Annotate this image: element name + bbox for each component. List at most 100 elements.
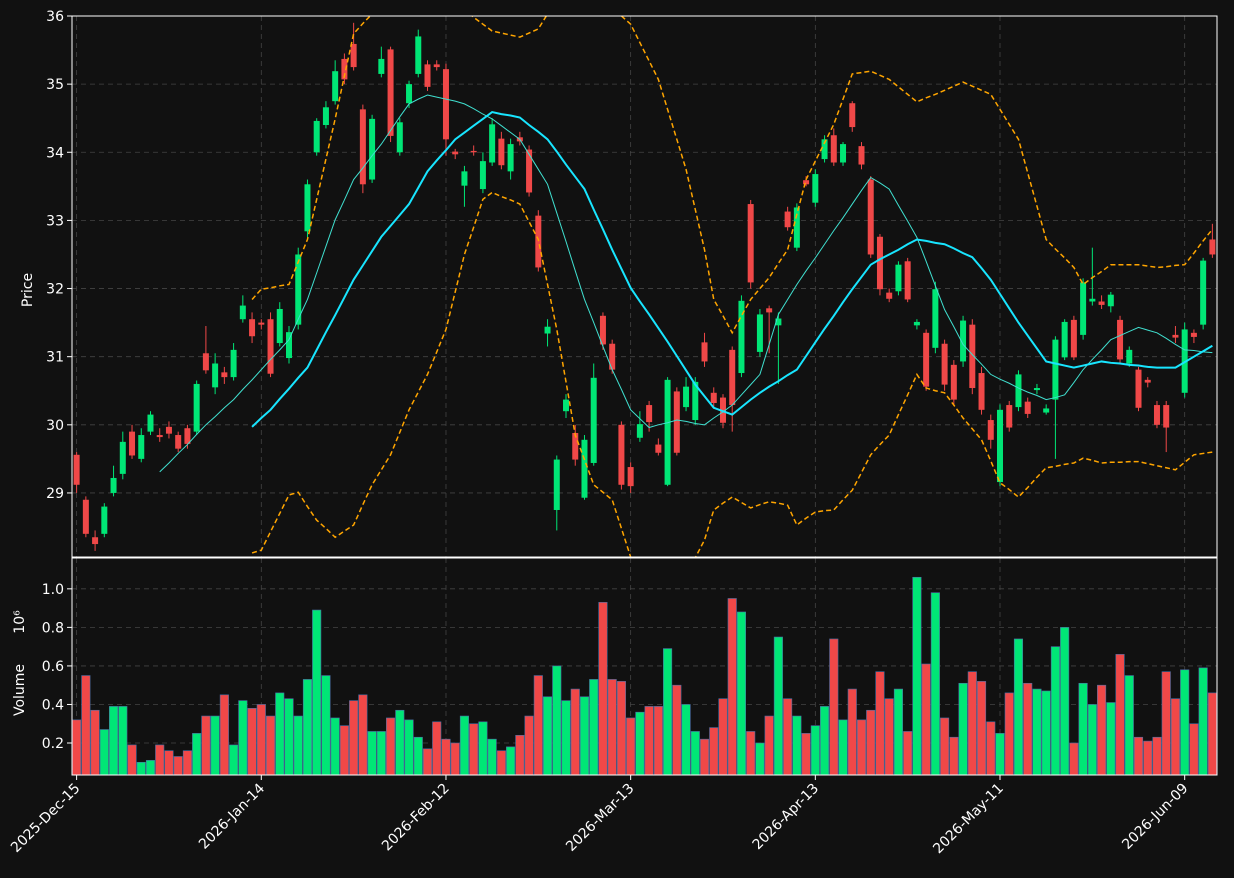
candle-body (138, 435, 145, 459)
volume-bar (1180, 669, 1190, 775)
candle-body (997, 409, 1004, 483)
candle-body (553, 459, 560, 510)
candle-body (313, 120, 320, 153)
volume-bar (709, 727, 719, 775)
y-tick-label: 36 (46, 9, 64, 25)
volume-bar (579, 696, 590, 775)
volume-bar (109, 706, 119, 775)
candle-body (92, 537, 99, 545)
candle-body (692, 381, 699, 421)
volume-bar (247, 708, 257, 775)
candle-body (1190, 332, 1197, 337)
candle-body (646, 405, 653, 423)
y-tick-label: 0.6 (42, 659, 64, 675)
volume-bar (838, 719, 848, 775)
volume-bar (1023, 682, 1033, 775)
volume-bar (210, 715, 220, 775)
volume-bar (1124, 675, 1134, 775)
candle-body (73, 454, 80, 485)
y-tick-label: 35 (46, 77, 64, 93)
candle-body (1033, 388, 1040, 391)
candle-body (507, 144, 514, 172)
volume-bar (312, 609, 322, 775)
candle-body (193, 383, 200, 432)
candle-body (627, 467, 634, 487)
volume-bar (284, 698, 294, 775)
volume-bar (847, 688, 857, 775)
volume-bar (524, 715, 534, 775)
volume-bar (219, 694, 229, 775)
volume-bar (155, 744, 165, 775)
volume-bar (764, 715, 774, 775)
candle-body (1200, 260, 1207, 325)
candle-body (535, 215, 542, 268)
grid-layer (72, 15, 1217, 775)
volume-bar (552, 665, 562, 775)
candle-body (119, 441, 126, 474)
candle-body (341, 58, 348, 80)
volume-bar (367, 731, 377, 775)
candle-body (1209, 239, 1216, 255)
volume-bar (487, 738, 497, 775)
volume-bar (820, 706, 830, 775)
volume-axis-label: Volume (12, 664, 28, 716)
candle-body (1043, 408, 1050, 413)
candle-body (1172, 334, 1179, 338)
volume-bar (1189, 723, 1199, 775)
volume-bar (1069, 742, 1079, 775)
volume-bar (173, 756, 183, 775)
volume-bar (1050, 646, 1060, 775)
candle-body (1107, 294, 1114, 307)
volume-bar (81, 675, 91, 775)
candle-body (332, 71, 339, 102)
candle-body (913, 321, 920, 326)
candle-body (876, 236, 883, 290)
volume-bar (422, 748, 433, 775)
volume-bar (1161, 671, 1171, 775)
candle-body (1144, 379, 1151, 383)
volume-bar (1004, 692, 1014, 775)
volume-offset: 10⁶ (12, 610, 28, 634)
volume-bar (1097, 684, 1107, 775)
volume-bar (856, 719, 867, 775)
candle-body (756, 314, 763, 352)
volume-bar (866, 709, 876, 775)
y-tick-label: 34 (46, 145, 64, 161)
price-axis-label: Price (20, 273, 36, 307)
price-frame (71, 15, 1218, 558)
volume-bar (810, 725, 820, 775)
candle-body (1052, 339, 1059, 400)
volume-bar (118, 706, 128, 775)
volume-bar (404, 719, 414, 775)
volume-bar (653, 706, 663, 775)
volume-bar (681, 704, 691, 775)
volume-bar (349, 700, 359, 775)
candle-body (258, 322, 265, 325)
volume-bar (949, 736, 959, 775)
volume-bar (533, 675, 543, 775)
volume-bar (164, 750, 174, 775)
volume-bar (958, 682, 968, 775)
y-tick-label: 31 (46, 350, 64, 366)
candle-body (858, 146, 865, 165)
candle-body (830, 135, 837, 163)
candle-body (664, 379, 671, 485)
volume-bar (801, 733, 811, 775)
volume-bar (1115, 654, 1125, 775)
candle-body (987, 420, 994, 440)
candle-body (378, 58, 385, 74)
volume-bar (893, 688, 903, 775)
volume-frame (71, 557, 1218, 776)
volume-bar (875, 671, 885, 775)
volume-bar (450, 742, 460, 775)
candle-body (82, 499, 89, 534)
y-tick-label: 32 (46, 282, 64, 298)
indicator-line (159, 94, 1213, 473)
candle-body (285, 332, 292, 359)
volume-bar (127, 744, 137, 775)
candle-body (239, 305, 246, 320)
volume-bar (699, 738, 710, 775)
volume-bar (1170, 698, 1180, 775)
candle-body (784, 211, 791, 228)
volume-bar (441, 738, 451, 775)
